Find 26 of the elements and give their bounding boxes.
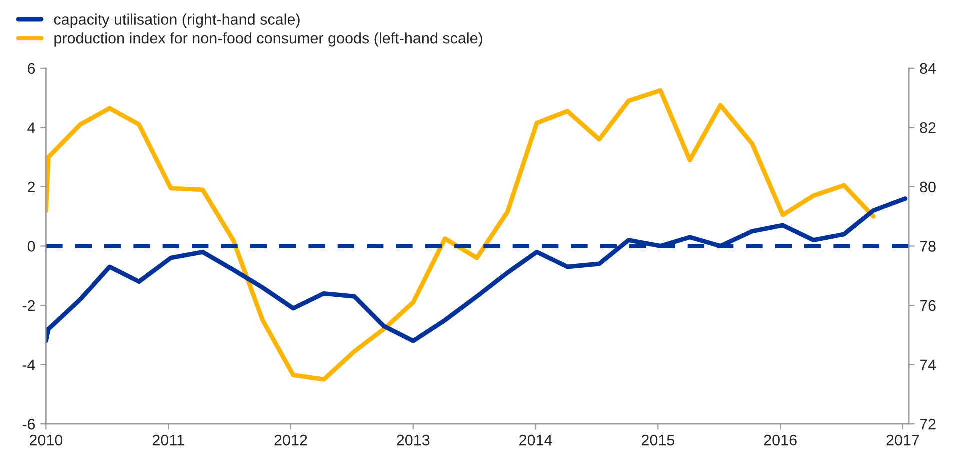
y-tick-label: 2 xyxy=(28,182,35,192)
x-tick-label: 2011 xyxy=(152,434,184,446)
legend-label: capacity utilisation (right-hand scale) xyxy=(54,14,300,28)
legend-label: production index for non-food consumer goods (left-hand scale) xyxy=(54,32,482,47)
x-tick-label: 2014 xyxy=(520,434,552,446)
y2-tick-label: 74 xyxy=(920,360,936,370)
y-tick-label: 0 xyxy=(28,241,36,252)
x-tick-label: 2012 xyxy=(274,434,308,446)
y-tick-label: 4 xyxy=(28,122,36,134)
y-tick-label: -2 xyxy=(22,300,35,312)
x-tick-label: 2015 xyxy=(642,434,675,446)
y2-tick-label: 76 xyxy=(920,300,936,312)
x-tick-label: 2013 xyxy=(397,434,430,446)
x-tick-label: 2010 xyxy=(30,434,63,446)
y2-tick-label: 80 xyxy=(920,182,936,193)
y2-tick-label: 78 xyxy=(920,241,936,252)
y2-tick-label: 72 xyxy=(920,418,936,430)
x-tick-label: 2016 xyxy=(764,434,797,446)
line-series xyxy=(46,196,908,344)
x-tick-label: 2017 xyxy=(886,434,920,446)
y2-tick-label: 82 xyxy=(920,122,936,134)
y-tick-label: 6 xyxy=(28,63,36,74)
line-series xyxy=(46,88,876,382)
y2-tick-label: 84 xyxy=(920,63,936,74)
y-tick-label: -6 xyxy=(22,418,36,430)
y-tick-label: -4 xyxy=(22,360,36,370)
